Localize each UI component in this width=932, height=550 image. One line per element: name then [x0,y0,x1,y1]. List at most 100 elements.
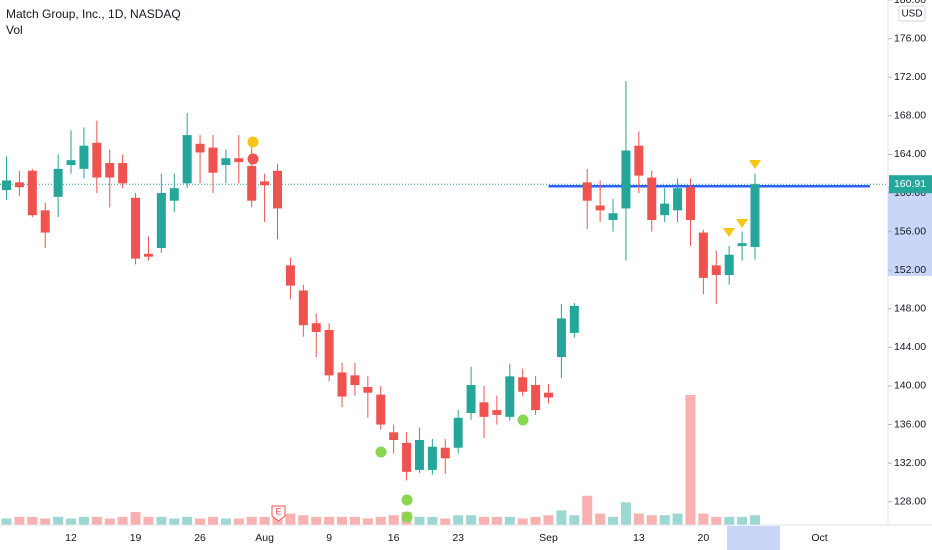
candle-body [453,417,463,448]
y-tick-label: 148.00 [894,303,926,315]
x-tick-label: 26 [194,532,206,544]
candle-body [118,163,128,184]
candle-body [492,410,502,415]
volume-bar [207,516,218,525]
candle-body [363,386,373,393]
candle-body [234,158,244,163]
volume-bar [117,516,128,525]
candle-body [414,440,424,470]
candle-body [505,376,515,417]
last-price-box [889,175,932,194]
volume-bar [466,515,477,525]
y-tick-label: 180.00 [894,0,926,6]
candle-body [634,145,644,176]
volume-bar [349,516,360,525]
volume-bar [685,395,696,525]
volume-bar [440,518,451,525]
volume-bar [298,515,309,525]
volume-bar [143,516,154,525]
candle-body [427,446,437,470]
candle-body [621,150,631,209]
volume-bar [491,516,502,525]
candle-body [350,375,360,385]
candle-body [105,163,115,178]
volume-bar [633,513,644,525]
volume-bar [414,516,425,525]
axis-highlight [888,186,932,276]
candle-body [273,170,283,209]
volume-bar [156,516,167,525]
candle-body [544,392,554,398]
candle-body [247,165,257,201]
y-tick-label: 140.00 [894,380,926,392]
volume-bar [375,516,386,525]
volume-bar [453,515,464,525]
x-tick-label: 23 [452,532,464,544]
candle-body [685,187,695,220]
candle-body [66,160,76,165]
x-tick-label: 13 [633,532,645,544]
volume-bar [620,502,631,525]
volume-bar [324,516,335,525]
volume-label: Vol [6,23,23,37]
candle-body [518,377,528,392]
y-tick-label: 156.00 [894,225,926,237]
x-tick-label: Sep [539,532,558,544]
x-tick-label: 19 [130,532,142,544]
x-tick-label: 20 [698,532,710,544]
earnings-label: E [275,506,281,516]
signal-marker [401,511,413,523]
volume-bar [27,516,38,525]
volume-bar [40,518,51,525]
volume-bar [182,516,193,525]
candle-body [311,323,321,332]
volume-bar [595,513,606,525]
volume-bar [659,515,670,525]
volume-bar [195,518,206,525]
x-tick-label: 16 [388,532,400,544]
candle-body [143,253,153,257]
y-tick-label: 152.00 [894,264,926,276]
candle-body [260,181,270,186]
volume-bar [78,516,89,525]
signal-marker [723,228,735,237]
candle-body [2,180,11,191]
candle-body [711,265,721,275]
candle-body [53,168,63,197]
candle-body [389,432,399,440]
volume-bar [1,518,12,525]
last-price-label: 160.91 [894,178,926,190]
earnings-marker[interactable] [271,505,286,522]
signal-marker [247,153,259,165]
candle-body [27,170,37,216]
volume-bar [543,515,554,525]
axis-highlight [727,526,780,550]
candle-body [195,143,205,153]
candle-body [556,318,566,358]
candle-body [92,142,102,178]
volume-bar [672,513,683,525]
currency-box[interactable] [898,5,926,22]
candle-body [40,210,50,233]
volume-bar [556,510,567,525]
candle-body [182,135,192,184]
candle-body [156,192,166,248]
candle-body [737,243,747,247]
signal-marker [517,414,529,426]
volume-bar [285,513,296,525]
volume-bar [749,515,760,525]
volume-bar [53,516,64,525]
x-tick-label: 12 [65,532,77,544]
candle-body [324,330,334,376]
volume-bar [14,516,25,525]
candle-body [298,290,308,326]
candle-body [608,213,618,220]
signal-marker [247,136,259,148]
chart-title: Match Group, Inc., 1D, NASDAQ [6,7,181,21]
volume-bar [220,518,231,525]
candle-body [466,385,476,413]
volume-bar [427,516,438,525]
volume-bar [66,518,77,525]
